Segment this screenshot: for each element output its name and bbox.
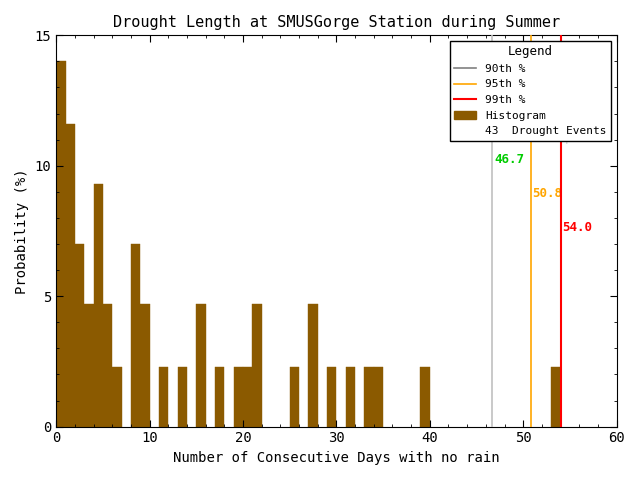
Bar bbox=[159, 367, 168, 427]
Bar bbox=[112, 367, 122, 427]
Text: Made on 28 Apr 2025: Made on 28 Apr 2025 bbox=[495, 134, 607, 144]
Bar bbox=[308, 304, 317, 427]
Bar bbox=[140, 304, 150, 427]
Bar bbox=[252, 304, 262, 427]
Bar bbox=[420, 367, 430, 427]
Bar bbox=[327, 367, 337, 427]
Bar bbox=[93, 184, 103, 427]
Bar bbox=[374, 367, 383, 427]
Bar bbox=[65, 124, 75, 427]
Legend: 90th %, 95th %, 99th %, Histogram, 43  Drought Events: 90th %, 95th %, 99th %, Histogram, 43 Dr… bbox=[449, 41, 611, 141]
Y-axis label: Probability (%): Probability (%) bbox=[15, 168, 29, 294]
Bar bbox=[131, 244, 140, 427]
Bar bbox=[56, 61, 65, 427]
Bar bbox=[177, 367, 187, 427]
Bar bbox=[84, 304, 93, 427]
Bar bbox=[234, 367, 243, 427]
Text: 50.8: 50.8 bbox=[532, 187, 563, 200]
Text: 54.0: 54.0 bbox=[563, 220, 593, 234]
X-axis label: Number of Consecutive Days with no rain: Number of Consecutive Days with no rain bbox=[173, 451, 500, 465]
Bar bbox=[103, 304, 112, 427]
Bar bbox=[215, 367, 224, 427]
Bar bbox=[346, 367, 355, 427]
Bar bbox=[364, 367, 374, 427]
Bar bbox=[551, 367, 561, 427]
Bar bbox=[243, 367, 252, 427]
Bar bbox=[290, 367, 299, 427]
Bar bbox=[75, 244, 84, 427]
Title: Drought Length at SMUSGorge Station during Summer: Drought Length at SMUSGorge Station duri… bbox=[113, 15, 560, 30]
Text: 46.7: 46.7 bbox=[494, 153, 524, 166]
Bar bbox=[196, 304, 205, 427]
